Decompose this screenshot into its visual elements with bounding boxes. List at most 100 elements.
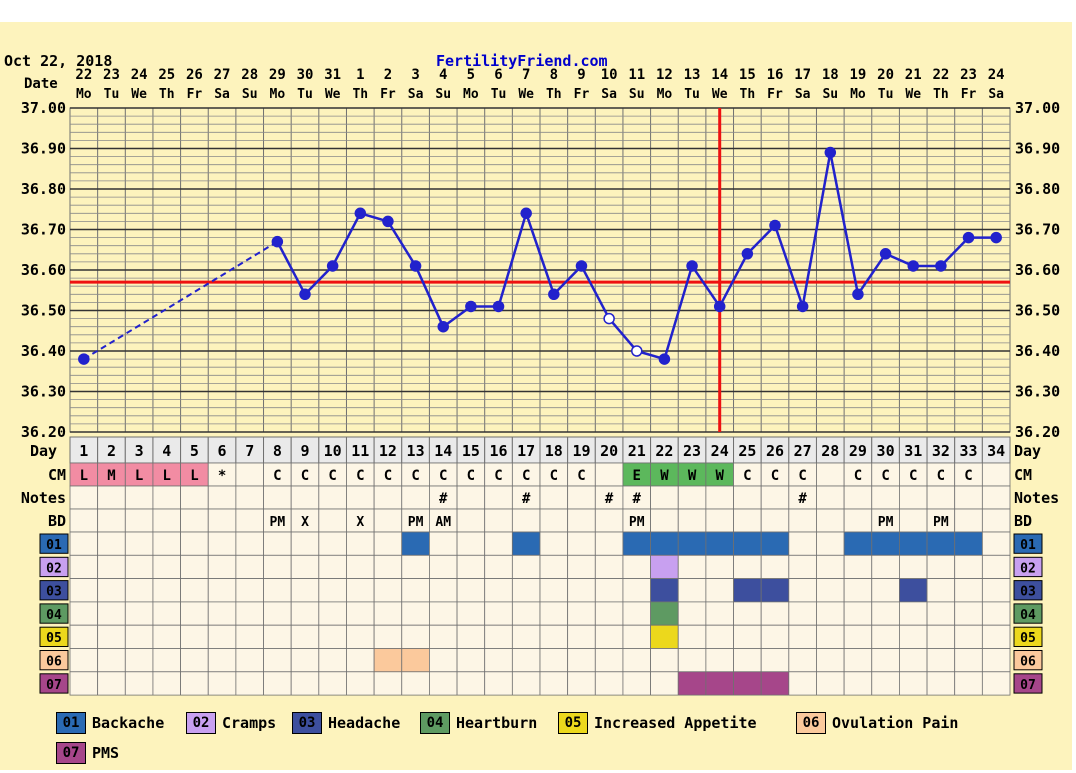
symptom-cell	[926, 624, 956, 649]
temp-line-segment	[386, 220, 417, 267]
weekday: Su	[629, 87, 645, 102]
symptom-cell	[152, 648, 181, 673]
symptom-badge-right	[1013, 650, 1043, 671]
notes-cell	[346, 485, 375, 510]
legend-code: 03	[292, 712, 322, 734]
temp-point	[465, 300, 477, 313]
symptom-cell-filled	[705, 671, 734, 696]
legend-label: Headache	[328, 714, 401, 732]
symptom-cell	[318, 624, 347, 649]
cm-value: C	[964, 468, 972, 484]
symptom-cell	[539, 531, 569, 556]
weekday: Sa	[408, 87, 424, 102]
cm-value: C	[273, 468, 281, 484]
symptom-cell	[180, 601, 209, 626]
symptom-cell-filled	[733, 671, 762, 696]
bd-value: PM	[408, 515, 424, 530]
notes-cell	[816, 485, 845, 510]
symptom-cell	[926, 648, 956, 673]
y-tick-label-left: 36.60	[21, 261, 66, 279]
symptom-cell	[926, 601, 956, 626]
symptom-cell	[871, 578, 900, 603]
symptom-cell	[124, 601, 154, 626]
symptom-cell	[373, 671, 403, 696]
notes-value: #	[605, 491, 614, 507]
day-cell	[401, 436, 430, 464]
cm-value: C	[384, 468, 392, 484]
day-cell	[898, 436, 928, 464]
y-tick-label-left: 36.40	[21, 342, 66, 360]
day-number: 24	[711, 442, 729, 460]
date-number: 22	[75, 67, 92, 83]
symptom-cell	[373, 531, 403, 556]
symptom-cell	[401, 671, 430, 696]
notes-cell	[926, 485, 956, 510]
day-number: 4	[162, 442, 171, 460]
site-link[interactable]: FertilityFriend.com	[436, 52, 608, 70]
symptom-cell	[429, 554, 458, 579]
symptom-cell	[760, 601, 790, 626]
weekday: Su	[242, 87, 258, 102]
day-number: 31	[904, 442, 922, 460]
date-number: 17	[794, 67, 811, 83]
symptom-cell	[484, 578, 513, 603]
cm-value: C	[356, 468, 364, 484]
day-number: 26	[766, 442, 784, 460]
day-number: 15	[462, 442, 480, 460]
day-row-label: Day	[30, 442, 57, 460]
chart-svg: 22Mo23Tu24We25Th26Fr27Sa28Su29Mo30Tu31We…	[21, 67, 1060, 696]
symptom-cell	[594, 531, 624, 556]
legend-label: Ovulation Pain	[832, 714, 959, 732]
y-tick-label-left: 36.20	[21, 423, 66, 441]
weekday: Sa	[214, 87, 230, 102]
symptom-cell	[318, 578, 347, 603]
symptom-cell	[899, 624, 928, 649]
symptom-cell	[705, 578, 734, 603]
symptom-cell	[926, 671, 956, 696]
symptom-cell	[346, 671, 375, 696]
symptom-cell	[981, 554, 1011, 579]
symptom-cell	[97, 554, 126, 579]
symptom-cell	[97, 531, 126, 556]
date-number: 10	[601, 67, 618, 83]
day-number: 11	[351, 442, 369, 460]
notes-cell	[263, 485, 292, 510]
weekday: Tu	[104, 87, 120, 102]
symptom-cell	[622, 671, 651, 696]
temp-point	[990, 231, 1002, 244]
bd-cell	[788, 508, 817, 533]
symptom-cell	[594, 601, 624, 626]
cm-value: C	[522, 468, 530, 484]
cm-row-label: CM	[48, 466, 66, 484]
symptom-cell	[484, 624, 513, 649]
date-number: 24	[988, 67, 1005, 83]
bd-cell	[235, 508, 264, 533]
temp-point	[492, 300, 505, 313]
temp-point	[382, 215, 394, 228]
symptom-cell	[290, 601, 320, 626]
day-cell	[815, 436, 845, 464]
symptom-cell	[180, 624, 209, 649]
legend-code: 06	[796, 712, 826, 734]
symptom-code-right: 05	[1020, 631, 1036, 646]
cm-value: C	[909, 468, 917, 484]
date-number: 22	[932, 67, 949, 83]
symptom-cell	[567, 578, 596, 603]
symptom-cell	[69, 624, 99, 649]
temp-point	[575, 260, 588, 272]
date-row-label: Date	[24, 76, 58, 92]
temp-line-segment	[718, 253, 749, 308]
notes-cell	[760, 485, 790, 510]
date-number: 15	[739, 67, 756, 83]
weekday: Su	[822, 87, 838, 102]
symptom-cell	[373, 624, 403, 649]
bd-cell	[207, 508, 237, 533]
cm-value: C	[467, 468, 475, 484]
symptom-cell	[69, 531, 99, 556]
symptom-cell	[124, 671, 154, 696]
bd-cell	[843, 508, 873, 533]
day-cell	[926, 436, 956, 464]
symptom-cell	[290, 578, 320, 603]
temp-point	[78, 353, 90, 365]
notes-cell	[152, 485, 181, 510]
